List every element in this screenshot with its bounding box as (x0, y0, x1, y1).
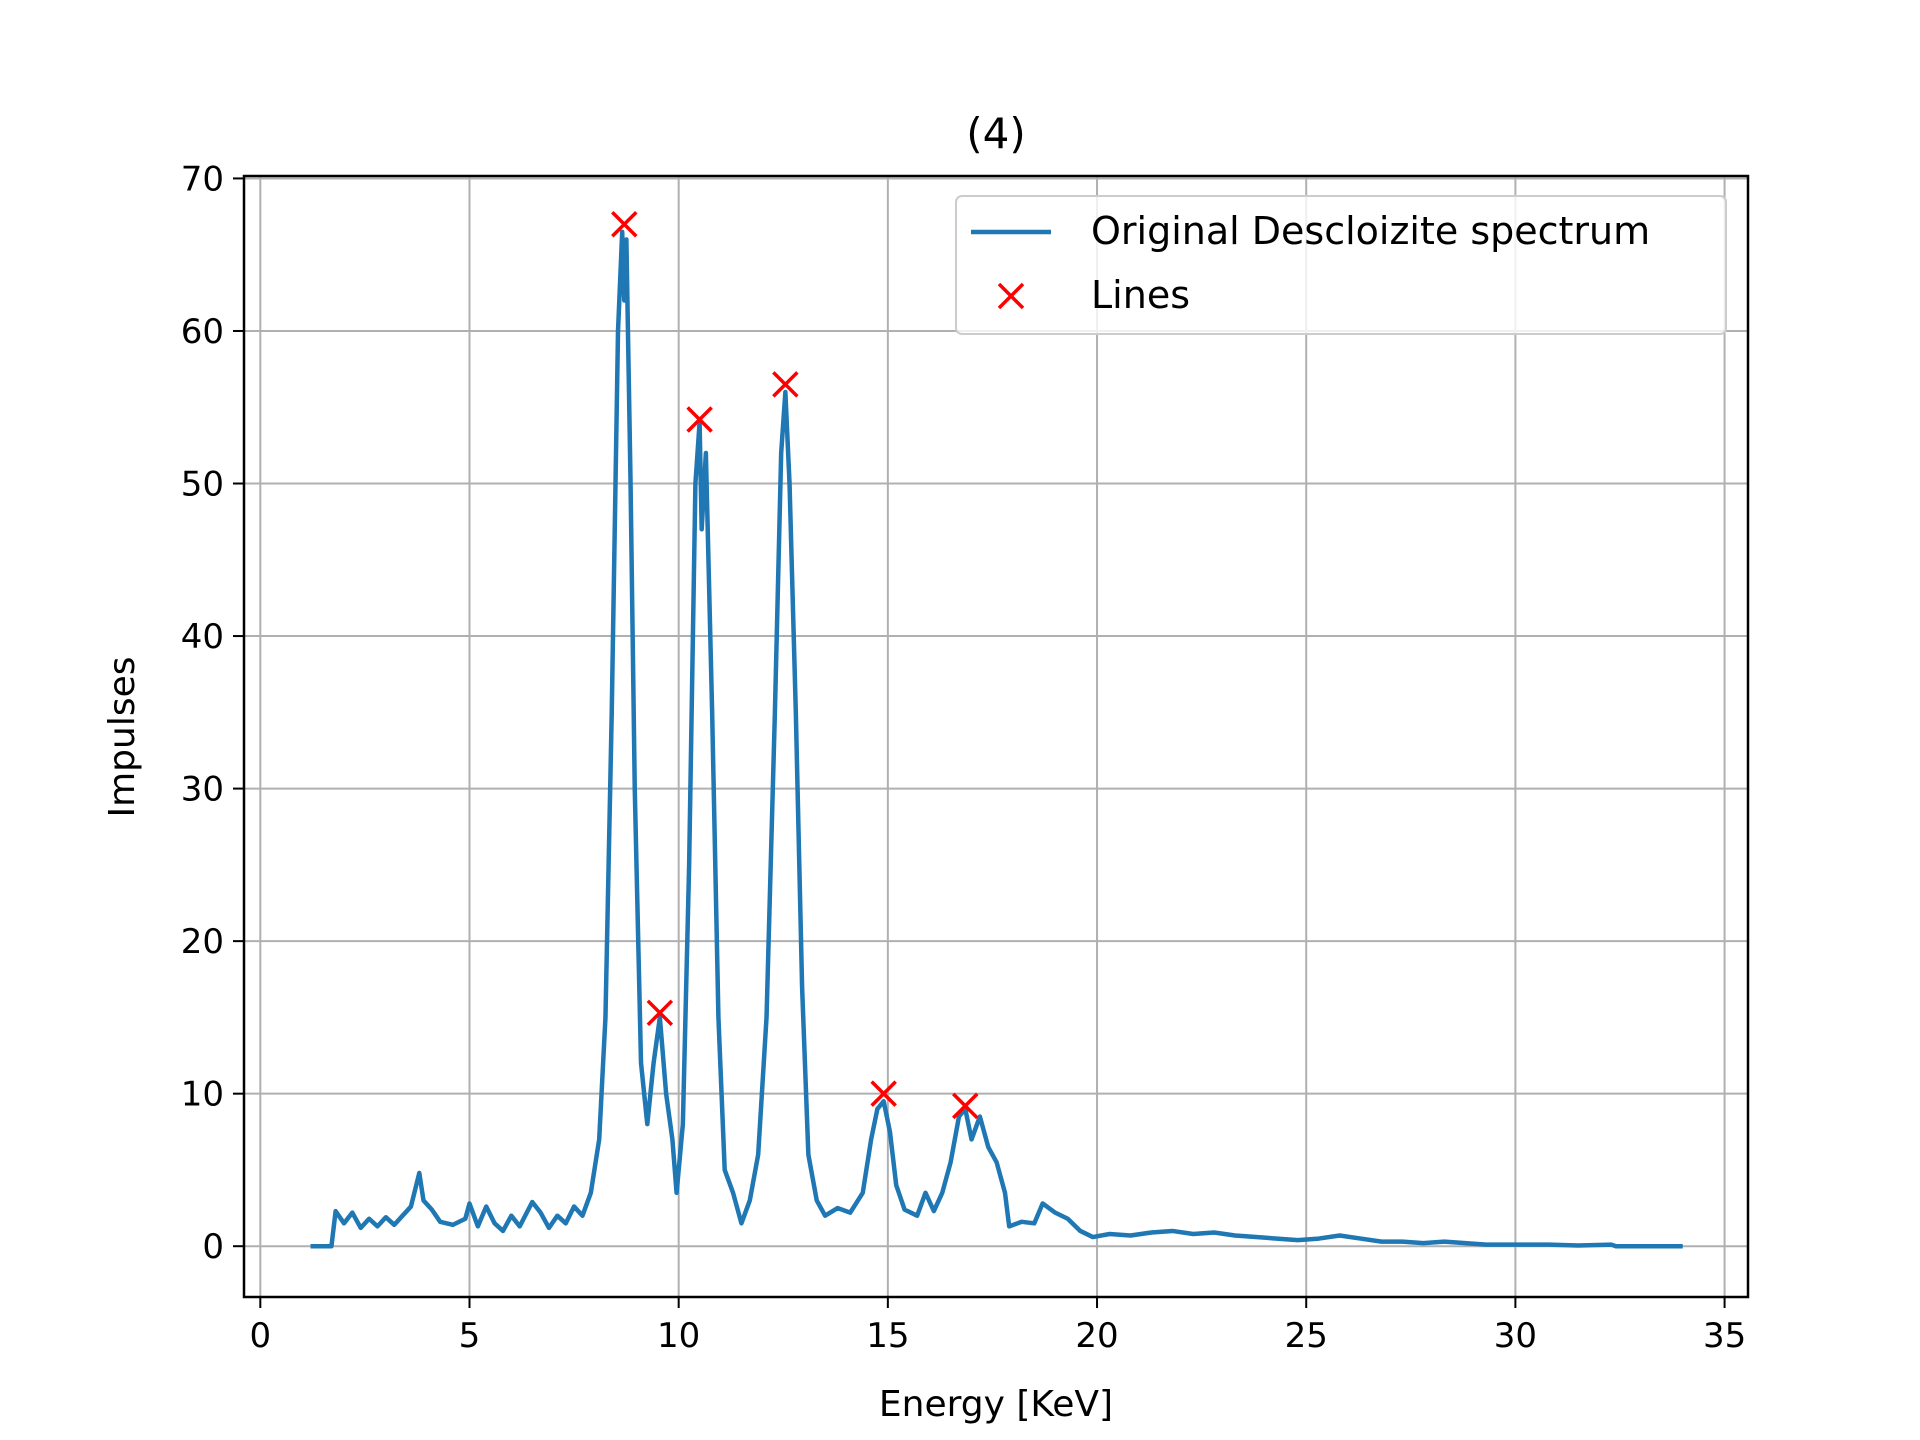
legend-box (955, 195, 1727, 335)
peak-marker (686, 406, 713, 433)
legend-label: Lines (1091, 273, 1190, 317)
y-tick-label: 50 (181, 465, 224, 505)
y-tick-label: 20 (181, 922, 224, 962)
x-tick-label: 30 (1494, 1316, 1537, 1356)
x-tick-label: 20 (1075, 1316, 1118, 1356)
y-tick-label: 0 (202, 1227, 224, 1267)
x-tick-label: 10 (657, 1316, 700, 1356)
y-tick-label: 60 (181, 312, 224, 352)
y-tick-label: 10 (181, 1075, 224, 1115)
x-tick-label: 15 (866, 1316, 909, 1356)
peak-marker (611, 210, 638, 238)
chart-title: (4) (966, 109, 1026, 158)
legend-label: Original Descloizite spectrum (1091, 209, 1650, 253)
y-tick-label: 30 (181, 770, 224, 810)
peak-marker (772, 371, 799, 398)
x-tick-label: 35 (1703, 1316, 1746, 1356)
x-axis-label: Energy [KeV] (879, 1384, 1113, 1425)
y-tick-label: 70 (181, 159, 224, 199)
axes-frame (242, 174, 1750, 1299)
x-tick-label: 0 (249, 1316, 271, 1356)
spectrum-line (310, 229, 1683, 1249)
peak-marker (952, 1092, 979, 1120)
x-tick-label: 5 (459, 1316, 481, 1356)
legend-marker (997, 282, 1025, 310)
y-axis-label: Impulses (102, 656, 143, 817)
x-tick-label: 25 (1285, 1316, 1328, 1356)
peak-marker (870, 1080, 897, 1107)
y-tick-label: 40 (181, 617, 224, 657)
peak-marker (646, 999, 674, 1027)
